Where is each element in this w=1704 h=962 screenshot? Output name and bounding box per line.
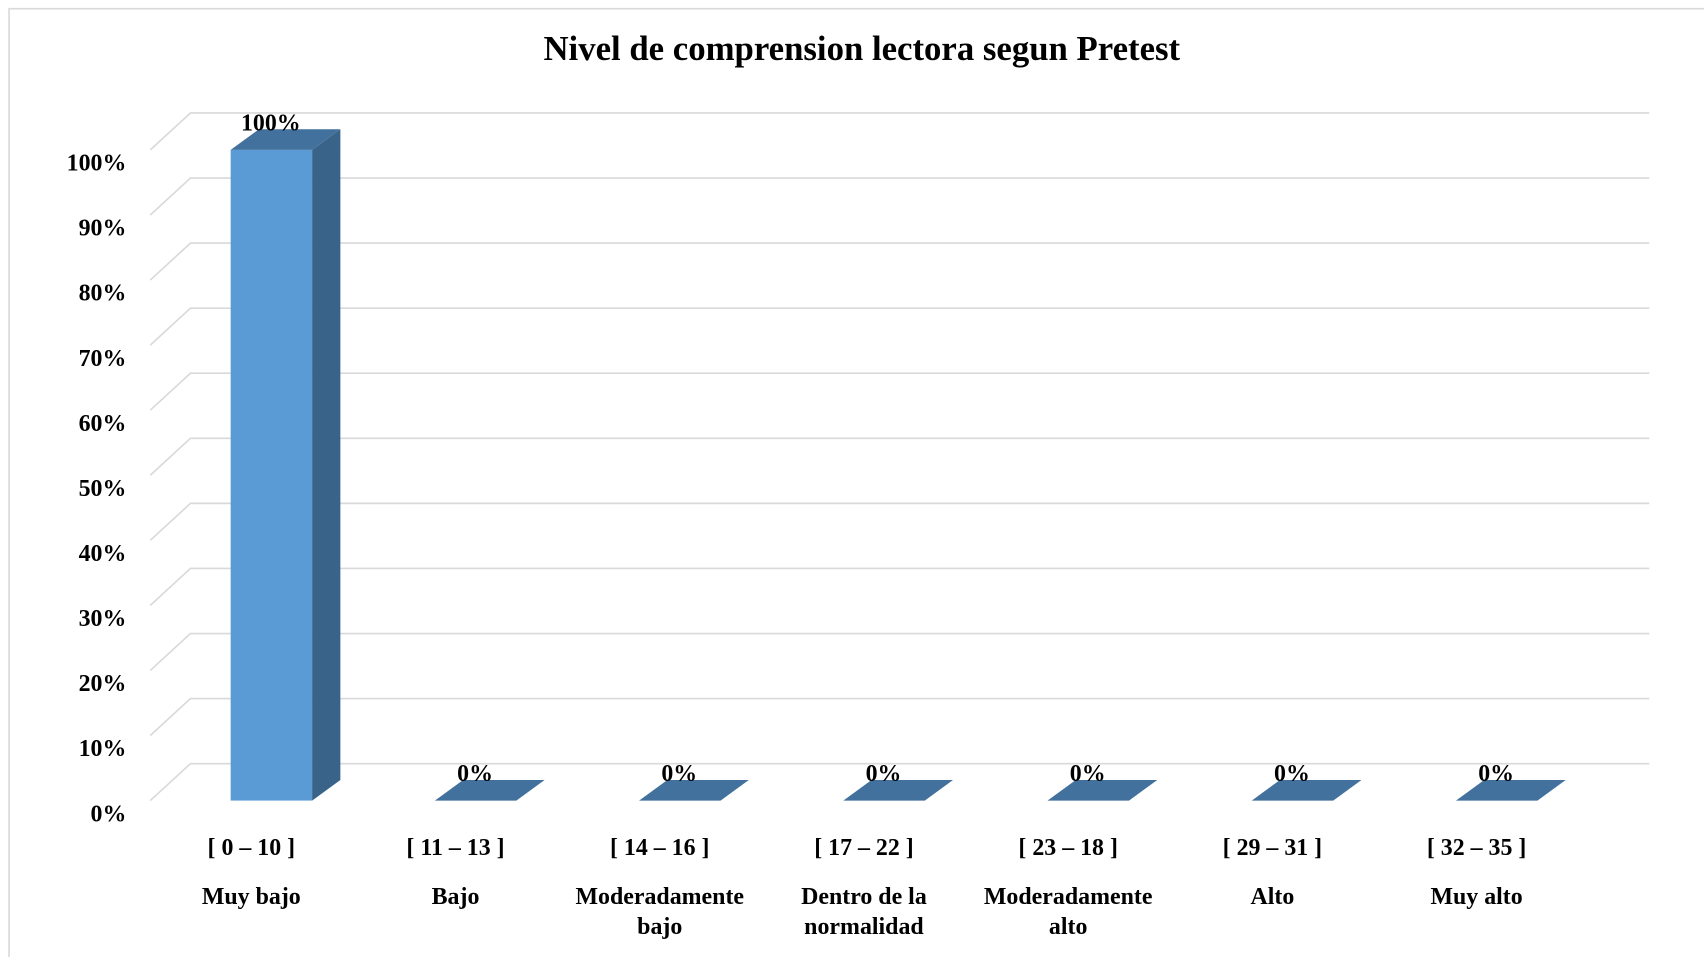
bar — [1047, 779, 1158, 801]
grid-line — [149, 372, 1650, 411]
category-label: Muy bajo — [201, 882, 301, 910]
y-tick-label: 10% — [79, 736, 127, 762]
value-label: 0% — [866, 761, 902, 787]
y-tick-label: 90% — [79, 216, 127, 242]
x-tick-label: [ 29 – 31 ] — [1223, 835, 1322, 861]
y-tick-label: 0% — [91, 801, 127, 827]
grid-line — [149, 437, 1650, 476]
bar — [1455, 779, 1566, 801]
grid-line — [149, 697, 1650, 737]
bar-front — [230, 149, 313, 801]
bar — [1251, 779, 1362, 801]
bar — [230, 129, 341, 801]
bar-top — [1047, 779, 1158, 801]
category-label: Muy alto — [1430, 882, 1523, 910]
value-label: 0% — [661, 761, 697, 787]
x-tick-label: [ 23 – 18 ] — [1018, 835, 1117, 861]
grid-line — [149, 502, 1650, 541]
bar-top — [434, 779, 545, 801]
x-tick-label: [ 32 – 35 ] — [1427, 835, 1526, 861]
bar-top — [843, 779, 954, 801]
x-category-label: Moderadamente alto — [983, 882, 1153, 940]
grid-line — [149, 762, 1650, 802]
x-tick-label: [ 14 – 16 ] — [610, 835, 709, 861]
grid-line — [149, 242, 1650, 281]
y-tick-label: 60% — [79, 411, 127, 437]
x-category-label: Muy bajo — [201, 882, 301, 910]
bar-side — [312, 129, 341, 801]
x-tick-label: [ 11 – 13 ] — [406, 835, 504, 861]
category-label: Bajo — [431, 882, 480, 910]
value-label: 0% — [1478, 761, 1514, 787]
bar — [434, 779, 545, 801]
value-label: 0% — [1274, 761, 1310, 787]
x-category-label: Dentro de la normalidad — [801, 882, 927, 940]
category-label: Moderadamente alto — [983, 882, 1153, 940]
bar-top — [639, 779, 749, 801]
bar — [639, 779, 749, 801]
value-label: 0% — [457, 761, 493, 787]
grid-line — [149, 177, 1650, 216]
y-tick-label: 100% — [67, 151, 127, 177]
grid-line — [149, 307, 1650, 346]
x-tick-label: [ 0 – 10 ] — [208, 835, 296, 861]
grid-line — [149, 567, 1650, 606]
x-tick-label: [ 17 – 22 ] — [814, 835, 913, 861]
x-category-label: Bajo — [431, 882, 480, 910]
y-tick-label: 40% — [79, 541, 127, 567]
chart-title: Nivel de comprension lectora segun Prete… — [543, 29, 1180, 68]
x-category-label: Muy alto — [1430, 882, 1523, 910]
category-label: Moderadamente bajo — [575, 882, 745, 940]
y-tick-label: 80% — [79, 281, 127, 307]
grid-line — [149, 632, 1650, 672]
x-category-label: Moderadamente bajo — [575, 882, 745, 940]
category-label: Dentro de la normalidad — [801, 882, 927, 940]
y-tick-label: 20% — [79, 671, 127, 697]
bar-top — [1455, 779, 1566, 801]
category-label: Alto — [1250, 882, 1295, 910]
bar — [843, 779, 954, 801]
value-label: 0% — [1070, 761, 1106, 787]
value-label: 100% — [241, 110, 301, 136]
bar-top — [230, 129, 341, 150]
x-category-label: Alto — [1250, 882, 1295, 910]
y-tick-label: 50% — [79, 476, 127, 502]
y-tick-label: 30% — [79, 606, 127, 632]
y-tick-label: 70% — [79, 346, 127, 372]
bar-top — [1251, 779, 1362, 801]
grid-line — [149, 112, 1650, 151]
